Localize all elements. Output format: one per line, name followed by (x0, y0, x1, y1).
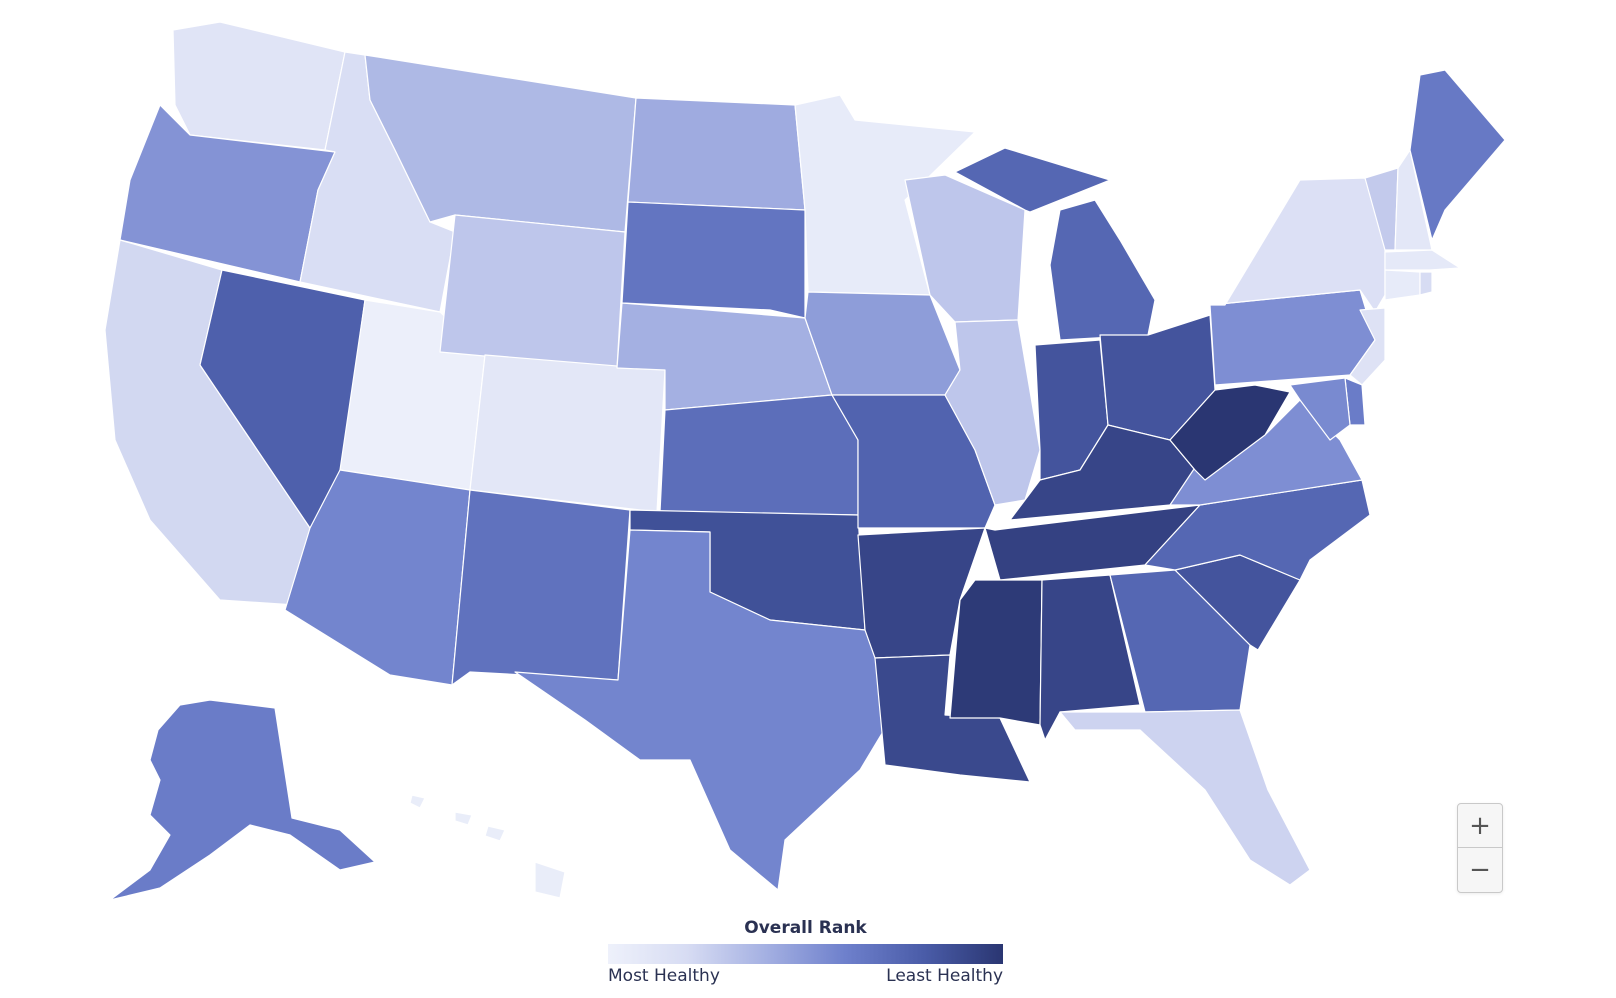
legend-gradient-bar (608, 944, 1003, 964)
state-WA[interactable] (172, 21, 346, 151)
legend-title: Overall Rank (744, 918, 867, 938)
state-WY[interactable] (439, 214, 626, 369)
zoom-control: + − (1457, 803, 1503, 893)
legend: Overall Rank Most Healthy Least Healthy (608, 918, 1003, 986)
zoom-in-button[interactable]: + (1469, 810, 1491, 841)
legend-high-label: Least Healthy (886, 966, 1003, 986)
legend-low-label: Most Healthy (608, 966, 720, 986)
state-IA[interactable] (804, 291, 961, 396)
state-ME[interactable] (1409, 69, 1506, 241)
state-MD[interactable] (1289, 377, 1351, 441)
state-NM[interactable] (451, 489, 631, 686)
state-WV[interactable] (1169, 384, 1291, 481)
state-MA[interactable] (1384, 249, 1461, 271)
state-HI[interactable] (409, 794, 566, 899)
state-ND[interactable] (627, 97, 806, 211)
legend-labels: Most Healthy Least Healthy (608, 966, 1003, 986)
state-KS[interactable] (659, 394, 859, 516)
state-MN[interactable] (794, 94, 976, 296)
state-TN[interactable] (984, 504, 1201, 581)
state-MI[interactable] (954, 147, 1156, 341)
state-FL[interactable] (1059, 709, 1311, 886)
state-IL[interactable] (944, 319, 1041, 506)
state-SD[interactable] (621, 201, 806, 319)
state-AK[interactable] (109, 699, 376, 901)
zoom-out-button[interactable]: − (1458, 847, 1502, 891)
state-CT[interactable] (1384, 269, 1421, 301)
state-MS[interactable] (949, 579, 1043, 726)
state-TX[interactable] (514, 529, 891, 891)
state-RI[interactable] (1419, 271, 1433, 296)
state-CO[interactable] (469, 354, 666, 513)
state-GA[interactable] (1109, 569, 1251, 713)
state-PA[interactable] (1209, 289, 1376, 386)
